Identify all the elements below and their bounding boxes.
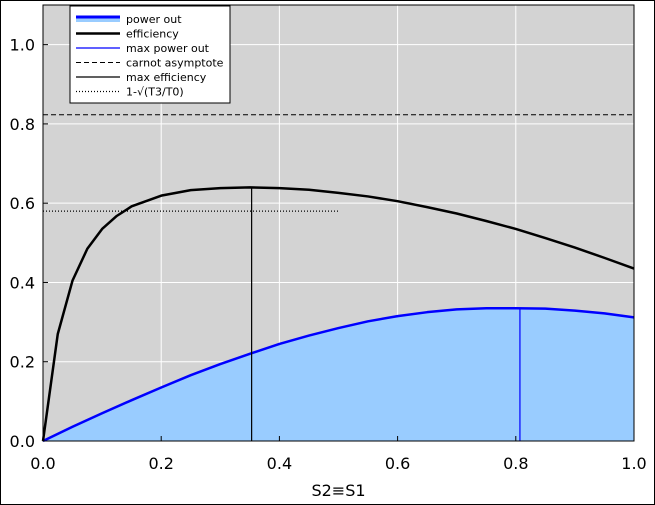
series-line-0	[42, 306, 635, 443]
x-tick-label: 0.0	[30, 454, 55, 473]
legend-label: 1-√(T3/T0)	[126, 86, 184, 99]
x-tick-label: 0.2	[148, 454, 173, 473]
legend-swatch-fill	[76, 16, 120, 22]
y-tick-label: 0.6	[10, 194, 35, 213]
plot-border	[42, 4, 635, 442]
legend-label: power out	[126, 13, 182, 26]
y-tick-label: 1.0	[10, 36, 35, 55]
y-tick-label: 0.0	[10, 432, 35, 451]
y-tick-label: 0.8	[10, 115, 35, 134]
legend-label: max efficiency	[126, 71, 207, 84]
x-tick-label: 0.6	[385, 454, 410, 473]
y-tick-label: 0.4	[10, 273, 35, 292]
legend-label: efficiency	[126, 28, 179, 41]
y-tick-label: 0.2	[10, 353, 35, 372]
legend-box	[69, 5, 231, 104]
ticks: 0.0 0.2 0.4 0.6 0.8 1.0 0.0 0.2 0.4 0.6 0.8 1.0	[10, 36, 647, 473]
x-axis-label: S2≡S1	[311, 481, 365, 500]
series-layer	[41, 114, 635, 443]
x-tick-label: 0.8	[503, 454, 528, 473]
series-line-1	[41, 186, 635, 442]
legend-label: carnot asymptote	[126, 57, 224, 70]
x-tick-label: 0.4	[267, 454, 292, 473]
series-fill-0	[43, 308, 634, 441]
x-tick-label: 1.0	[621, 454, 646, 473]
legend-label: max power out	[126, 42, 210, 55]
